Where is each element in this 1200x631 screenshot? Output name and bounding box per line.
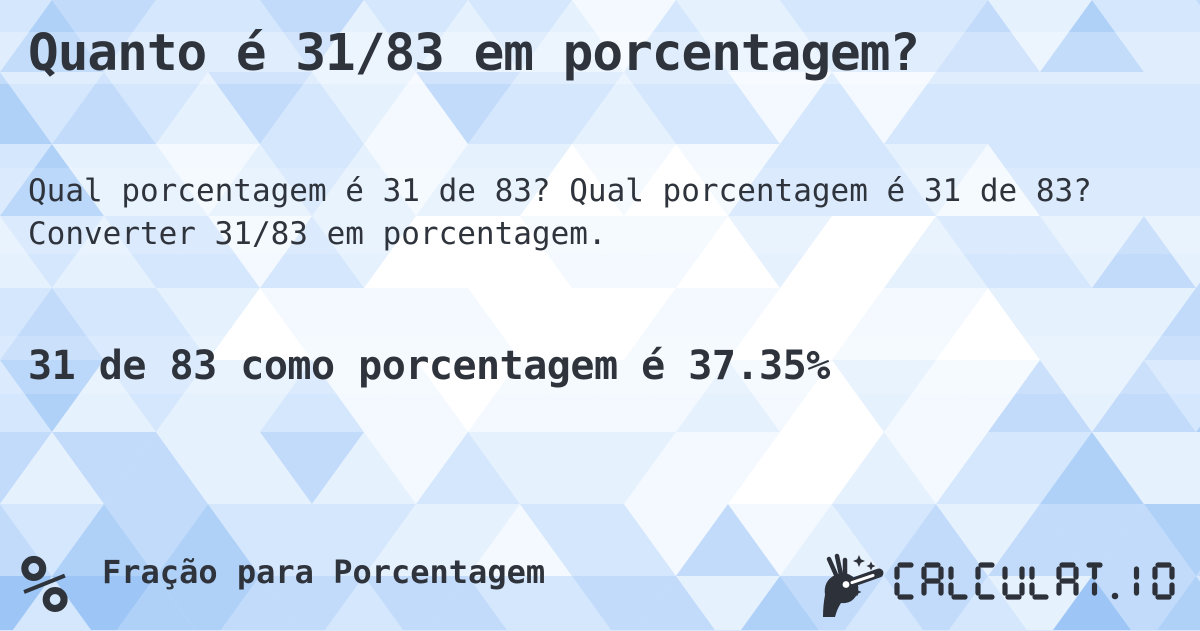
- page-title: Quanto é 31/83 em porcentagem?: [28, 24, 920, 83]
- brand-logo-text: [894, 562, 1175, 600]
- category-label: Fração para Porcentagem: [102, 553, 546, 591]
- answer-heading: 31 de 83 como porcentagem é 37.35%: [28, 343, 830, 389]
- magic-wand-hand-icon: [823, 553, 884, 617]
- brand-logo: [814, 548, 1186, 620]
- percent-icon: %: [20, 538, 69, 631]
- page-description: Qual porcentagem é 31 de 83? Qual porcen…: [28, 173, 1092, 252]
